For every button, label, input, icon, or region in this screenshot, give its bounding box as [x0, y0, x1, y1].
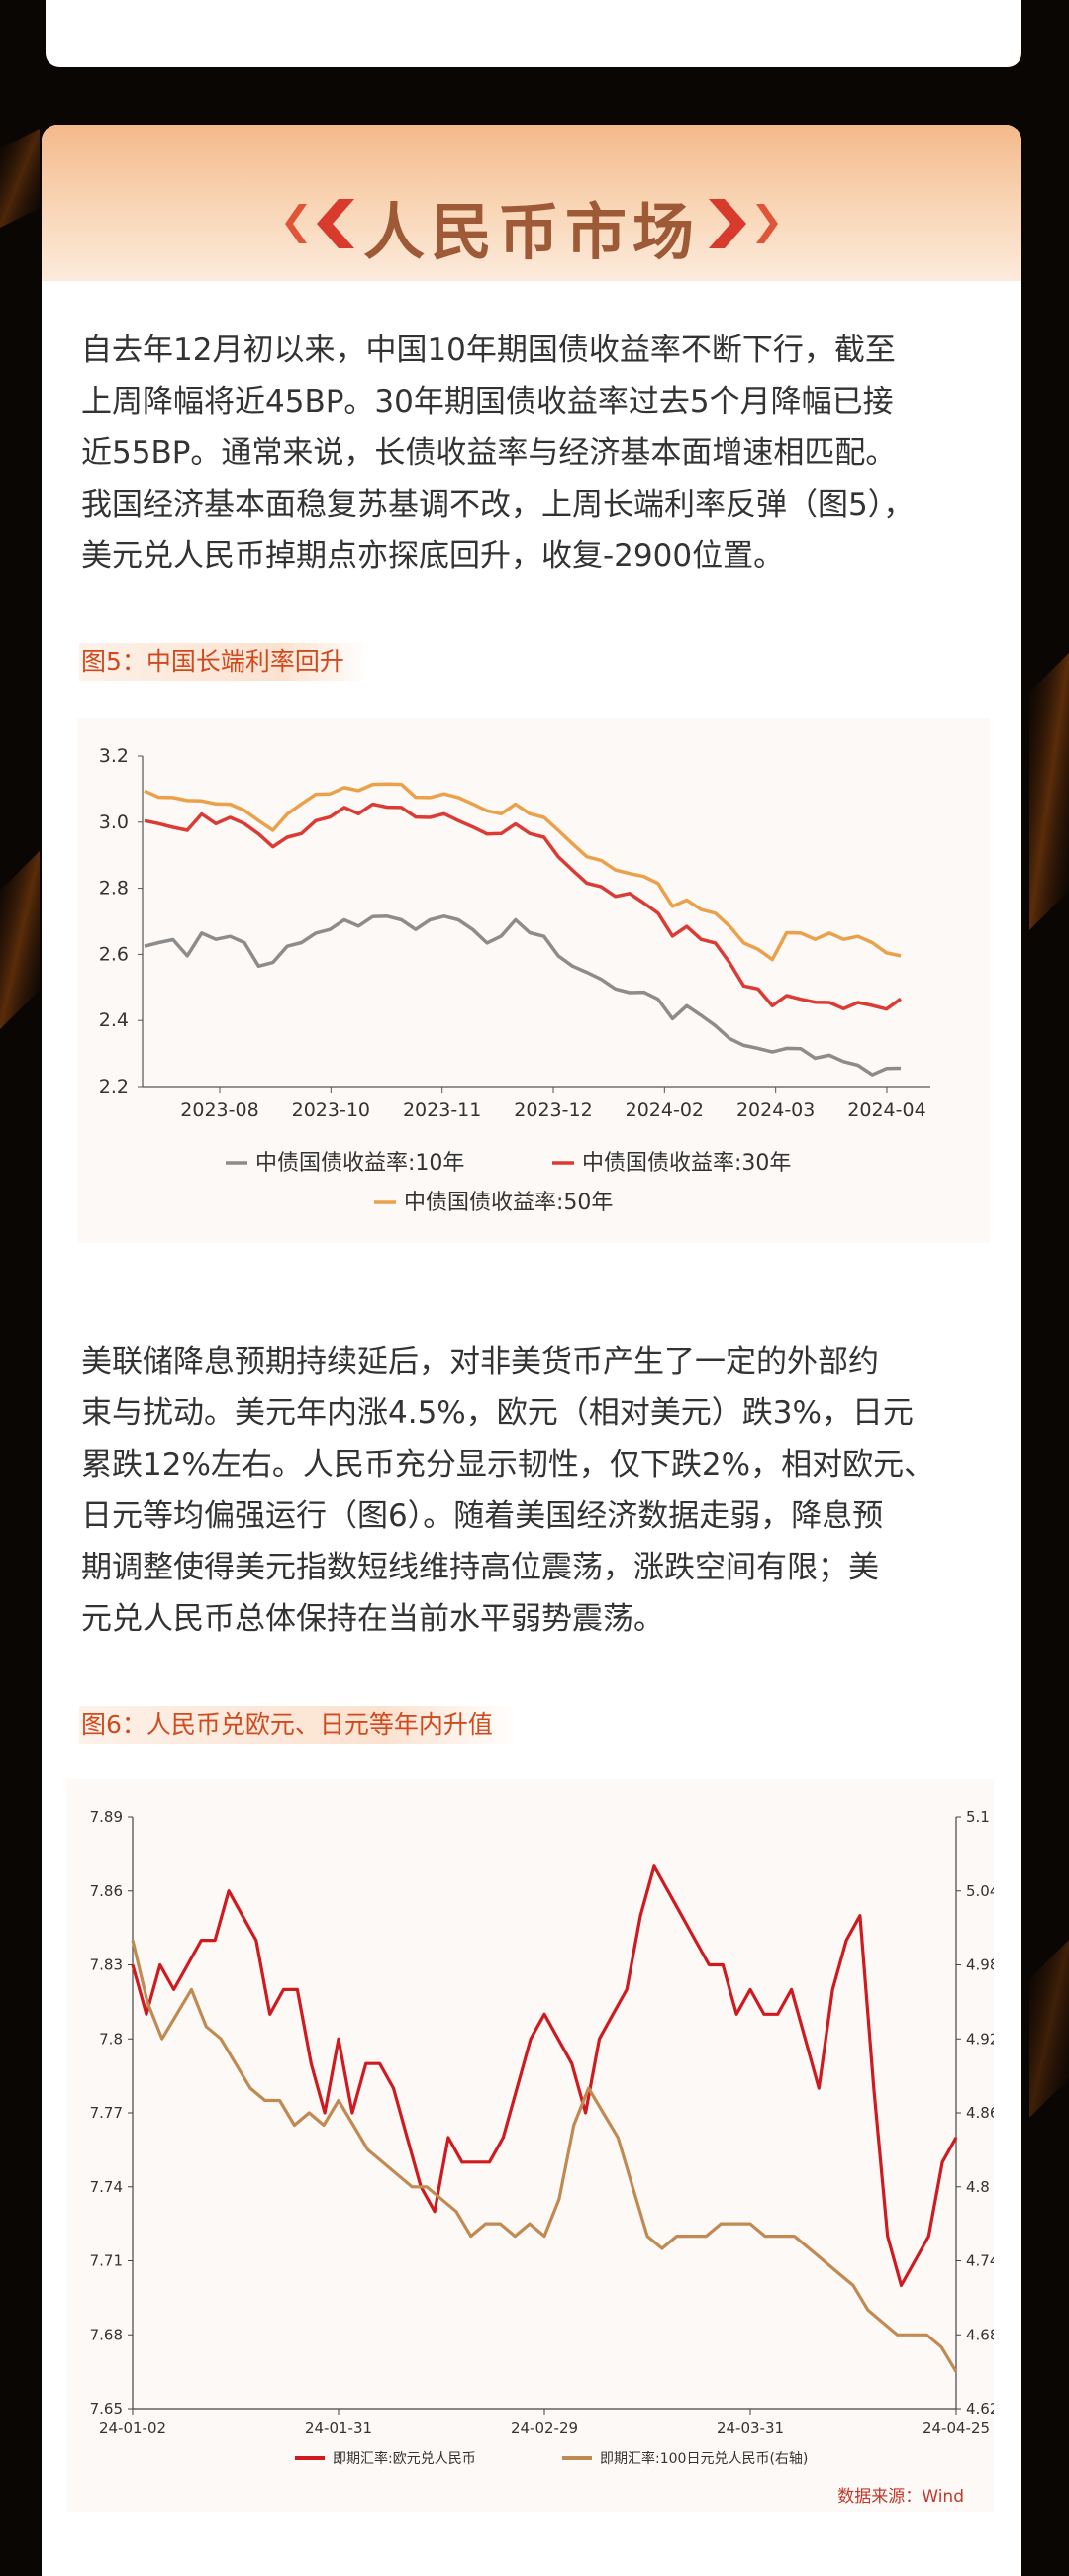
right-chevron-icon [709, 199, 778, 248]
legend-label-10y: 中债国债收益率:10年 [255, 1151, 464, 1176]
left-tick-label: 7.65 [90, 2400, 123, 2418]
left-tick-label: 7.71 [90, 2252, 123, 2270]
left-tick-label: 7.83 [90, 1956, 123, 1974]
right-tick-label: 4.68 [966, 2326, 994, 2343]
section-card: 人民币市场 自去年12月初以来，中国10年期国债收益率不断下行，截至 上周降幅将… [42, 125, 1021, 2576]
paragraph-line: 我国经济基本面稳复苏基调不改，上周长端利率反弹（图5）， [81, 487, 915, 523]
paragraph-line: 期调整使得美元指数短线维持高位震荡，涨跌空间有限；美 [81, 1550, 879, 1585]
y-tick-label: 2.6 [99, 943, 129, 965]
legend-label-jpy: 即期汇率:100日元兑人民币(右轴) [600, 2450, 808, 2467]
paragraph-line: 近55BP。通常来说，长债收益率与经济基本面增速相匹配。 [81, 435, 897, 471]
series-line-jpy [131, 1940, 958, 2373]
y-tick-label: 2.8 [99, 878, 129, 900]
series-line-30y [144, 802, 903, 1011]
legend-label-50y: 中债国债收益率:50年 [404, 1191, 613, 1215]
left-tick-label: 7.89 [90, 1808, 123, 1826]
x-tick-label: 2023-10 [292, 1099, 370, 1121]
left-tick-label: 7.86 [90, 1882, 123, 1900]
y-tick-label: 2.2 [99, 1076, 129, 1097]
figure-6-label: 图6：人民币兑欧元、日元等年内升值 [79, 1706, 517, 1744]
right-tick-label: 4.62 [966, 2400, 994, 2418]
x-tick-label: 24-02-29 [511, 2419, 578, 2436]
x-tick-label: 24-01-02 [99, 2419, 166, 2436]
series-line-10y [144, 914, 902, 1077]
left-tick-label: 7.68 [90, 2326, 123, 2343]
paragraph-line: 元兑人民币总体保持在当前水平弱势震荡。 [81, 1601, 664, 1637]
previous-card-bottom [46, 0, 1021, 67]
paragraph-line: 美元兑人民币掉期点亦探底回升，收复-2900位置。 [81, 538, 785, 574]
section-title: 人民币市场 [362, 196, 700, 268]
x-tick-label: 24-03-31 [717, 2419, 784, 2436]
y-tick-label: 3.2 [99, 745, 129, 767]
figure-5-chart: 3.2 3.0 2.8 2.6 2.4 2.2 2023-08 2023-10 2023-11 2… [77, 718, 990, 1243]
right-tick-label: 4.8 [966, 2178, 990, 2196]
y-tick-label: 3.0 [99, 811, 129, 833]
right-tick-label: 4.98 [966, 1956, 994, 1974]
y-tick-label: 2.4 [99, 1009, 129, 1031]
x-tick-label: 2024-02 [626, 1099, 704, 1121]
left-tick-label: 7.74 [90, 2178, 123, 2196]
series-line-50y [144, 782, 902, 962]
legend-label-30y: 中债国债收益率:30年 [582, 1151, 791, 1176]
x-tick-label: 24-01-31 [305, 2419, 372, 2436]
figure-5-svg: 3.2 3.0 2.8 2.6 2.4 2.2 2023-08 2023-10 2023-11 2… [99, 745, 930, 1215]
figure-5-label: 图5：中国长端利率回升 [79, 643, 368, 681]
figure-6-svg: 7.89 7.86 7.83 7.8 7.77 7.74 7.71 7.68 7.65 5.1 5.… [90, 1808, 1000, 2507]
paragraph-1: 自去年12月初以来，中国10年期国债收益率不断下行，截至 上周降幅将近45BP。… [81, 325, 1002, 582]
left-chevron-icon [285, 199, 354, 248]
section-header: 人民币市场 [42, 125, 1021, 281]
left-tick-label: 7.8 [99, 2030, 123, 2048]
paragraph-line: 美联储降息预期持续延后，对非美货币产生了一定的外部约 [81, 1344, 879, 1380]
paragraph-line: 束与扰动。美元年内涨4.5%，欧元（相对美元）跌3%，日元 [81, 1395, 914, 1431]
right-tick-label: 4.74 [966, 2252, 994, 2270]
legend-label-eur: 即期汇率:欧元兑人民币 [333, 2450, 476, 2467]
right-tick-label: 5.1 [966, 1808, 990, 1826]
x-tick-label: 24-04-25 [923, 2419, 990, 2436]
x-tick-label: 2023-11 [403, 1099, 481, 1121]
data-source-note: 数据来源：Wind [837, 2487, 964, 2507]
figure-6-chart: 7.89 7.86 7.83 7.8 7.77 7.74 7.71 7.68 7.65 5.1 5.… [67, 1779, 1000, 2512]
right-tick-label: 4.86 [966, 2104, 994, 2122]
x-tick-label: 2024-03 [736, 1099, 815, 1121]
x-tick-label: 2024-04 [847, 1099, 925, 1121]
paragraph-line: 上周降幅将近45BP。30年期国债收益率过去5个月降幅已接 [81, 384, 894, 420]
x-tick-label: 2023-12 [514, 1099, 592, 1121]
paragraph-2: 美联储降息预期持续延后，对非美货币产生了一定的外部约 束与扰动。美元年内涨4.5… [81, 1336, 1002, 1645]
x-tick-label: 2023-08 [180, 1099, 258, 1121]
paragraph-line: 累跌12%左右。人民币充分显示韧性，仅下跌2%，相对欧元、 [81, 1447, 935, 1482]
right-tick-label: 5.04 [966, 1882, 994, 1900]
series-line-eur [131, 1864, 958, 2287]
right-tick-label: 4.92 [966, 2030, 994, 2048]
paragraph-line: 日元等均偏强运行（图6）。随着美国经济数据走弱，降息预 [81, 1498, 884, 1534]
left-tick-label: 7.77 [90, 2104, 123, 2122]
paragraph-line: 自去年12月初以来，中国10年期国债收益率不断下行，截至 [81, 333, 896, 368]
